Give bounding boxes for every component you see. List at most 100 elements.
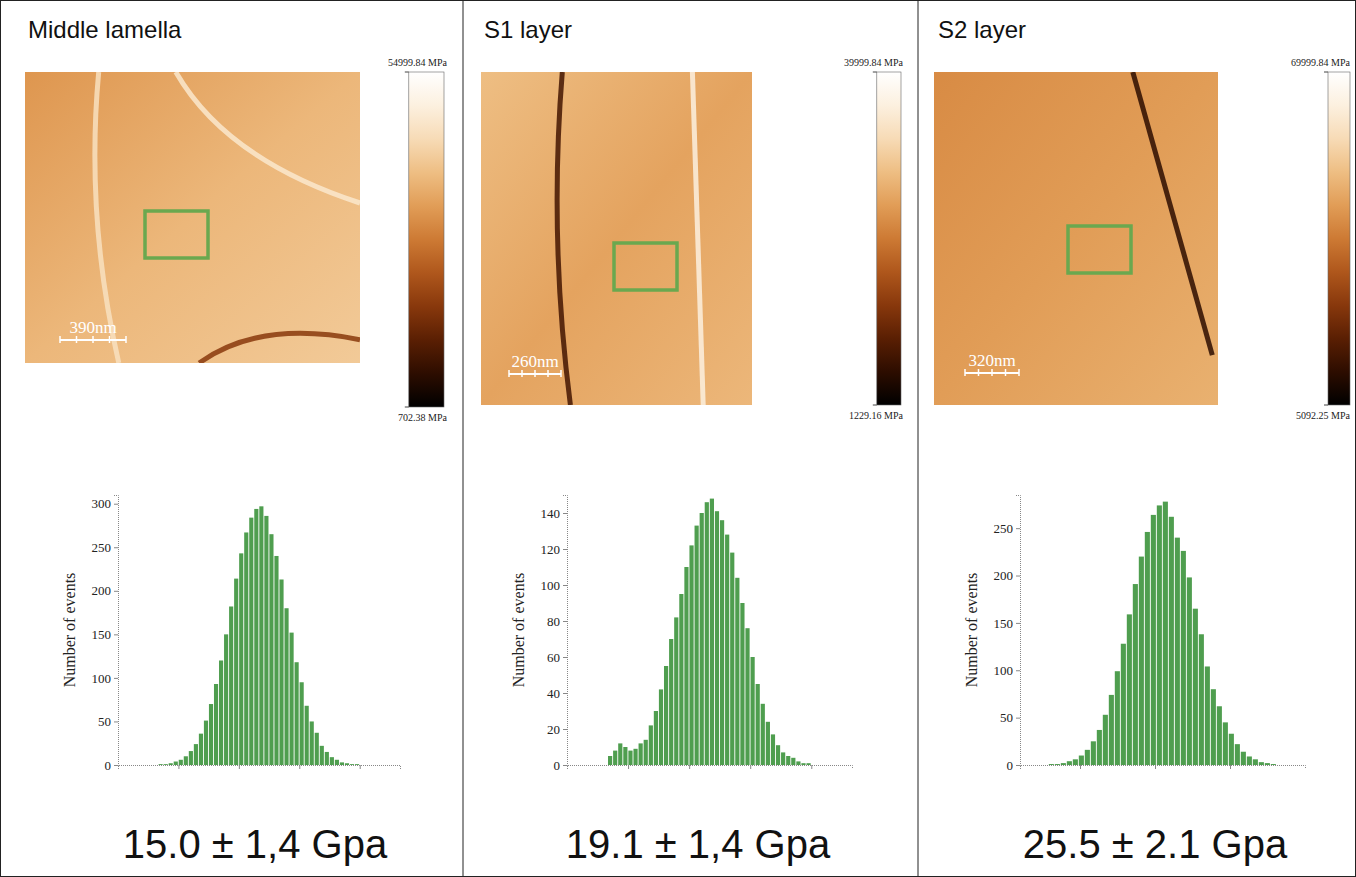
y-tick-label: 0 — [1007, 758, 1014, 773]
x-axis-line — [119, 766, 401, 770]
histogram-bar — [766, 722, 770, 765]
histogram-bar — [700, 513, 704, 765]
histogram-bar — [801, 763, 805, 765]
y-tick-label: 150 — [92, 627, 112, 642]
histogram-bar — [249, 518, 253, 765]
y-tick-label: 250 — [994, 521, 1014, 536]
scale-bar-label: 390nm — [69, 318, 116, 337]
y-tick-mark — [563, 765, 567, 766]
y-tick: 0 — [554, 758, 568, 773]
histogram-bar — [1211, 689, 1216, 765]
histogram-bar — [1199, 634, 1204, 765]
histogram-bar — [284, 608, 288, 765]
histogram-bar — [776, 745, 780, 765]
y-tick-mark — [563, 549, 567, 550]
histogram-bar — [199, 734, 203, 765]
histogram-bar — [325, 752, 329, 765]
histogram-bar — [355, 764, 359, 765]
y-axis: 020406080100120140 — [541, 496, 568, 773]
histogram-bar — [689, 545, 693, 765]
x-tick — [239, 765, 240, 769]
y-tick-mark — [114, 547, 118, 548]
histogram-bar — [159, 764, 163, 765]
histogram-bar — [791, 758, 795, 765]
histogram-bar — [1061, 763, 1066, 765]
map-features — [1133, 72, 1213, 355]
colorbar-tick — [405, 72, 409, 73]
colorbar-label: 54999.84 MPa — [388, 57, 447, 68]
scale-bar-tick — [521, 370, 523, 377]
y-tick: 140 — [541, 506, 568, 521]
y-axis-line — [563, 496, 568, 766]
histogram-bar — [618, 743, 622, 765]
colorbar-label: 1229.16 MPa — [849, 410, 903, 421]
histogram-bar — [1247, 756, 1252, 765]
y-axis: 050100150200250300 — [92, 496, 119, 773]
y-tick-label: 40 — [547, 686, 560, 701]
histogram-bar — [822, 765, 826, 766]
colorbar-label: 69999.84 MPa — [1291, 57, 1350, 68]
x-tick-mark — [811, 765, 812, 769]
histogram-bar — [1241, 752, 1246, 765]
modulus-map — [25, 72, 360, 363]
scale-bar-tick — [1005, 369, 1007, 376]
scale-bar-tick — [1018, 369, 1020, 376]
histogram-bar — [1271, 764, 1276, 765]
histogram-bar — [588, 765, 592, 766]
histogram-bar — [756, 684, 760, 765]
y-tick-mark — [563, 729, 567, 730]
histogram-bar — [1181, 551, 1186, 765]
y-tick-mark — [114, 721, 118, 722]
histogram-bar — [1139, 557, 1144, 765]
histogram-bar — [1217, 706, 1222, 765]
histogram-bar — [1049, 764, 1054, 765]
histogram-bar — [796, 761, 800, 765]
histogram-bar — [623, 747, 627, 765]
histogram-bar — [290, 633, 294, 765]
modulus-result: 19.1 ± 1,4 Gpa — [566, 822, 831, 866]
selection-box — [614, 243, 677, 290]
colorbar-label: 39999.84 MPa — [844, 57, 903, 68]
histogram-bar — [194, 744, 198, 765]
histogram-bar — [644, 740, 648, 765]
y-tick-label: 20 — [547, 722, 560, 737]
y-tick-mark — [114, 678, 118, 679]
map-streak — [692, 72, 703, 405]
histogram-bar — [305, 706, 309, 765]
y-tick-mark — [1016, 670, 1020, 671]
histogram-bar — [179, 760, 183, 765]
x-axis — [119, 765, 401, 769]
x-tick — [178, 765, 179, 769]
histogram-bars — [608, 499, 811, 765]
colorbar-tick — [1324, 405, 1328, 406]
histogram-bar — [204, 721, 208, 765]
y-tick: 80 — [547, 614, 567, 629]
map-features — [95, 72, 360, 363]
histogram-bar — [720, 520, 724, 765]
x-tick — [1080, 765, 1081, 769]
histogram-bar — [274, 556, 278, 765]
colorbar: 39999.84 MPa 1229.16 MPa — [844, 57, 903, 421]
y-tick-label: 200 — [92, 583, 112, 598]
y-tick-label: 300 — [92, 496, 112, 511]
map-streak — [1133, 72, 1213, 355]
map-streak — [176, 72, 360, 203]
histogram-bar — [659, 689, 663, 765]
x-tick-mark — [239, 765, 240, 769]
scale-bar-tick — [534, 370, 536, 377]
y-tick: 100 — [92, 671, 119, 686]
histogram-bar — [239, 553, 243, 765]
histogram-bar — [350, 764, 354, 765]
histogram-bar — [295, 662, 299, 765]
histogram-bar — [715, 511, 719, 765]
histogram-bar — [229, 606, 233, 765]
histogram-bar — [1229, 734, 1234, 765]
y-tick: 50 — [98, 714, 118, 729]
y-axis-title: Number of events — [510, 573, 527, 688]
y-tick: 40 — [547, 686, 567, 701]
histogram-bar — [1151, 515, 1156, 765]
scale-bar-tick — [547, 370, 549, 377]
histogram-bars — [159, 506, 360, 765]
y-tick-label: 100 — [994, 663, 1014, 678]
colorbar-tick — [405, 407, 409, 408]
